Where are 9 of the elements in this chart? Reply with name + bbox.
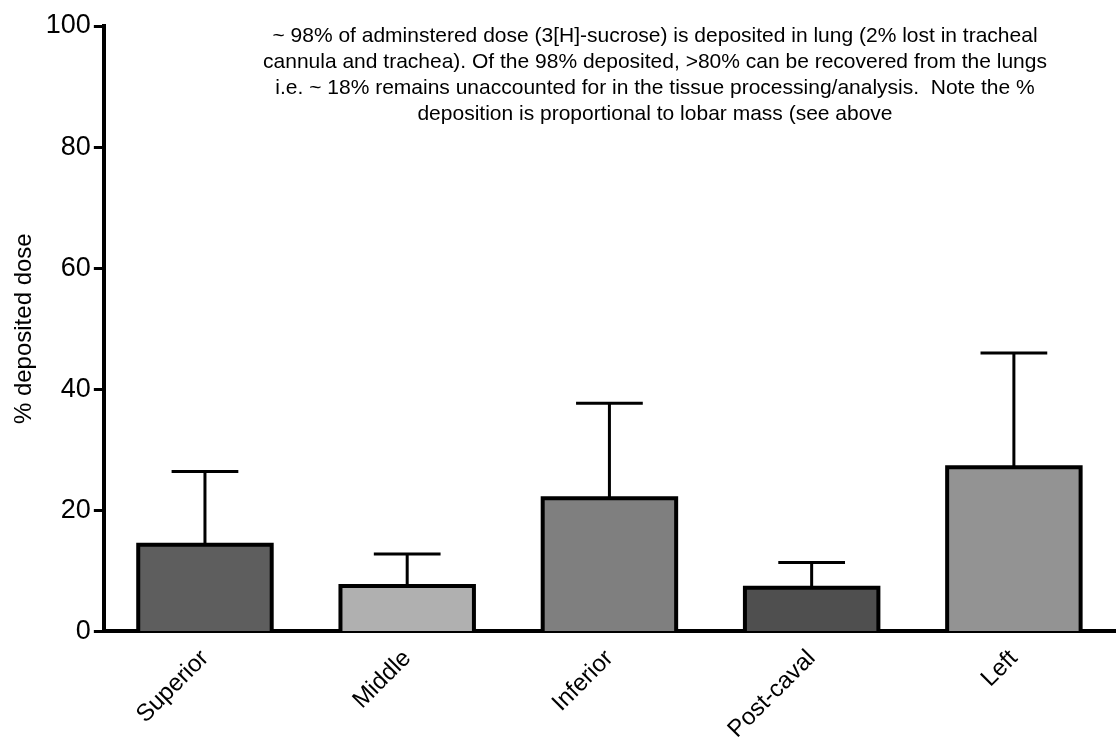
y-tick-label: 0 xyxy=(75,614,91,645)
annotation: ~ 98% of adminstered dose (3[H]-sucrose) is deposited in lung (2% lost in tracheal cannula and trachea). Of the 98% deposited, >80% can be recovered from the lungs i.e. ~ 18% remains unaccounted for in the tissue processing/analysis. Note the % deposition is proportional to lobar mass (see above xyxy=(262,22,1048,126)
y-tick-label: 80 xyxy=(60,130,91,161)
y-tick-label: 100 xyxy=(45,9,91,40)
y-tick-label: 40 xyxy=(60,372,91,403)
y-tick-label: 60 xyxy=(60,251,91,282)
y-tick-label: 20 xyxy=(60,493,91,524)
y-axis-title: % deposited dose xyxy=(9,233,37,425)
x-tick-label: Left xyxy=(974,643,1023,692)
